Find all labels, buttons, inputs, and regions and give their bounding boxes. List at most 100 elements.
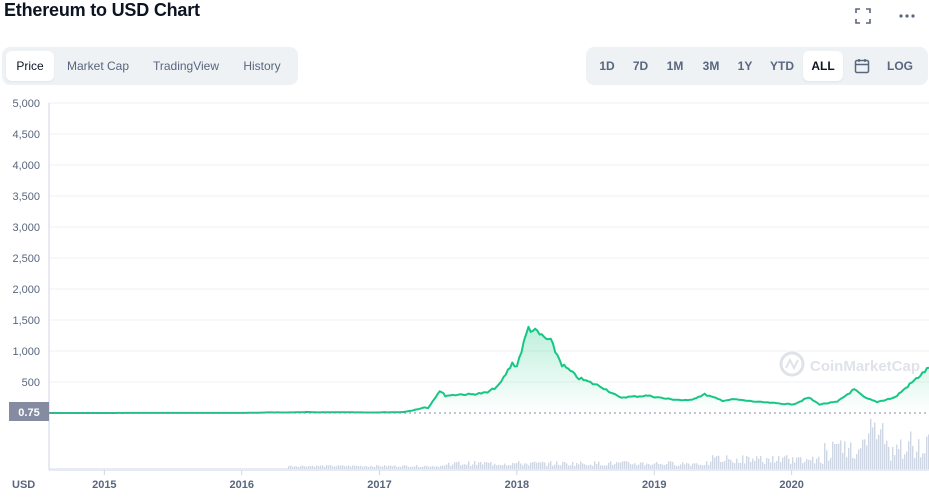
volume-bar <box>744 463 746 469</box>
more-horizontal-icon[interactable] <box>895 6 919 26</box>
volume-bar <box>64 468 66 469</box>
volume-bar <box>414 466 416 469</box>
volume-bar <box>470 465 472 469</box>
volume-bar <box>116 468 118 469</box>
volume-bar <box>78 468 80 469</box>
volume-bar <box>174 468 176 469</box>
volume-bar <box>218 468 220 469</box>
volume-bar <box>122 468 124 469</box>
volume-bar <box>336 466 338 469</box>
volume-bar <box>528 465 530 469</box>
volume-bar <box>272 468 274 469</box>
volume-bar <box>168 468 170 469</box>
volume-bar <box>320 465 322 469</box>
watermark-text: CoinMarketCap <box>810 358 920 375</box>
volume-bar <box>124 468 126 469</box>
volume-bar <box>770 462 772 469</box>
volume-bar <box>740 462 742 469</box>
volume-bar <box>254 468 256 469</box>
range-1d-button[interactable]: 1D <box>599 59 615 73</box>
volume-bar <box>462 464 464 469</box>
volume-bar <box>224 468 226 469</box>
volume-bar <box>142 468 144 469</box>
volume-bar <box>524 463 526 469</box>
volume-bar <box>482 464 484 469</box>
volume-bar <box>106 468 108 469</box>
volume-bar <box>58 468 60 469</box>
log-scale-toggle[interactable]: LOG <box>887 59 913 73</box>
volume-bar <box>746 456 748 469</box>
volume-bar <box>776 460 778 469</box>
volume-bar <box>60 468 62 469</box>
volume-bar <box>264 468 266 469</box>
volume-bar <box>198 468 200 469</box>
volume-bar <box>162 468 164 469</box>
tab-market-cap[interactable]: Market Cap <box>66 59 130 73</box>
volume-bar <box>620 462 622 469</box>
volume-bar <box>270 468 272 469</box>
volume-bar <box>478 462 480 469</box>
volume-bar <box>708 465 710 469</box>
volume-bar <box>314 466 316 469</box>
range-ytd-button[interactable]: YTD <box>770 59 794 73</box>
y-tick-label: 3,500 <box>12 191 40 203</box>
volume-bar <box>330 465 332 469</box>
volume-bar <box>440 465 442 469</box>
price-area-fill <box>49 326 929 413</box>
volume-bar <box>426 465 428 469</box>
volume-bar <box>50 468 52 469</box>
tab-price[interactable]: Price <box>6 51 54 81</box>
volume-bar <box>682 462 684 469</box>
volume-bar <box>918 439 920 469</box>
volume-bar <box>536 462 538 469</box>
price-chart[interactable]: 500 1,000 1,500 2,000 2,500 3,000 3,500 4,000 4,… <box>0 92 929 495</box>
volume-bar <box>80 468 82 469</box>
volume-bar <box>600 465 602 469</box>
volume-bar <box>356 465 358 469</box>
volume-bar <box>518 461 520 469</box>
volume-bar <box>324 466 326 469</box>
volume-bar <box>628 462 630 469</box>
range-1m-button[interactable]: 1M <box>666 59 684 73</box>
x-tick-label: 2017 <box>367 479 391 491</box>
range-7d-button[interactable]: 7D <box>632 59 649 73</box>
x-tick-label: 2020 <box>779 479 803 491</box>
range-all-button[interactable]: ALL <box>803 51 843 81</box>
volume-bar <box>634 463 636 469</box>
volume-bar <box>210 468 212 469</box>
volume-bar <box>742 455 744 469</box>
volume-bar <box>248 468 250 469</box>
volume-bar <box>236 468 238 469</box>
volume-bar <box>570 465 572 469</box>
volume-bar <box>640 462 642 469</box>
volume-bar <box>890 460 892 469</box>
volume-bar <box>510 465 512 469</box>
volume-bar <box>512 463 514 469</box>
volume-bar <box>156 468 158 469</box>
volume-bar <box>596 463 598 469</box>
volume-bar <box>748 456 750 469</box>
volume-bar <box>826 450 828 469</box>
range-1y-button[interactable]: 1Y <box>737 59 753 73</box>
volume-bar <box>180 468 182 469</box>
volume-bar <box>782 457 784 469</box>
volume-bar <box>722 461 724 469</box>
volume-bar <box>530 462 532 469</box>
volume-bar <box>540 462 542 469</box>
volume-bar <box>594 461 596 469</box>
volume-bar <box>256 468 258 469</box>
volume-bar <box>396 466 398 469</box>
calendar-icon[interactable] <box>843 51 881 81</box>
range-3m-button[interactable]: 3M <box>702 59 720 73</box>
volume-bar <box>686 462 688 469</box>
fullscreen-icon[interactable] <box>851 6 875 26</box>
volume-bar <box>276 468 278 469</box>
volume-bar <box>346 466 348 469</box>
tab-history[interactable]: History <box>243 59 281 73</box>
volume-bar <box>582 463 584 469</box>
volume-bar <box>914 457 916 469</box>
volume-bar <box>676 465 678 469</box>
volume-bar <box>302 465 304 469</box>
tab-tradingview[interactable]: TradingView <box>152 59 220 73</box>
y-tick-label: 500 <box>22 377 40 389</box>
